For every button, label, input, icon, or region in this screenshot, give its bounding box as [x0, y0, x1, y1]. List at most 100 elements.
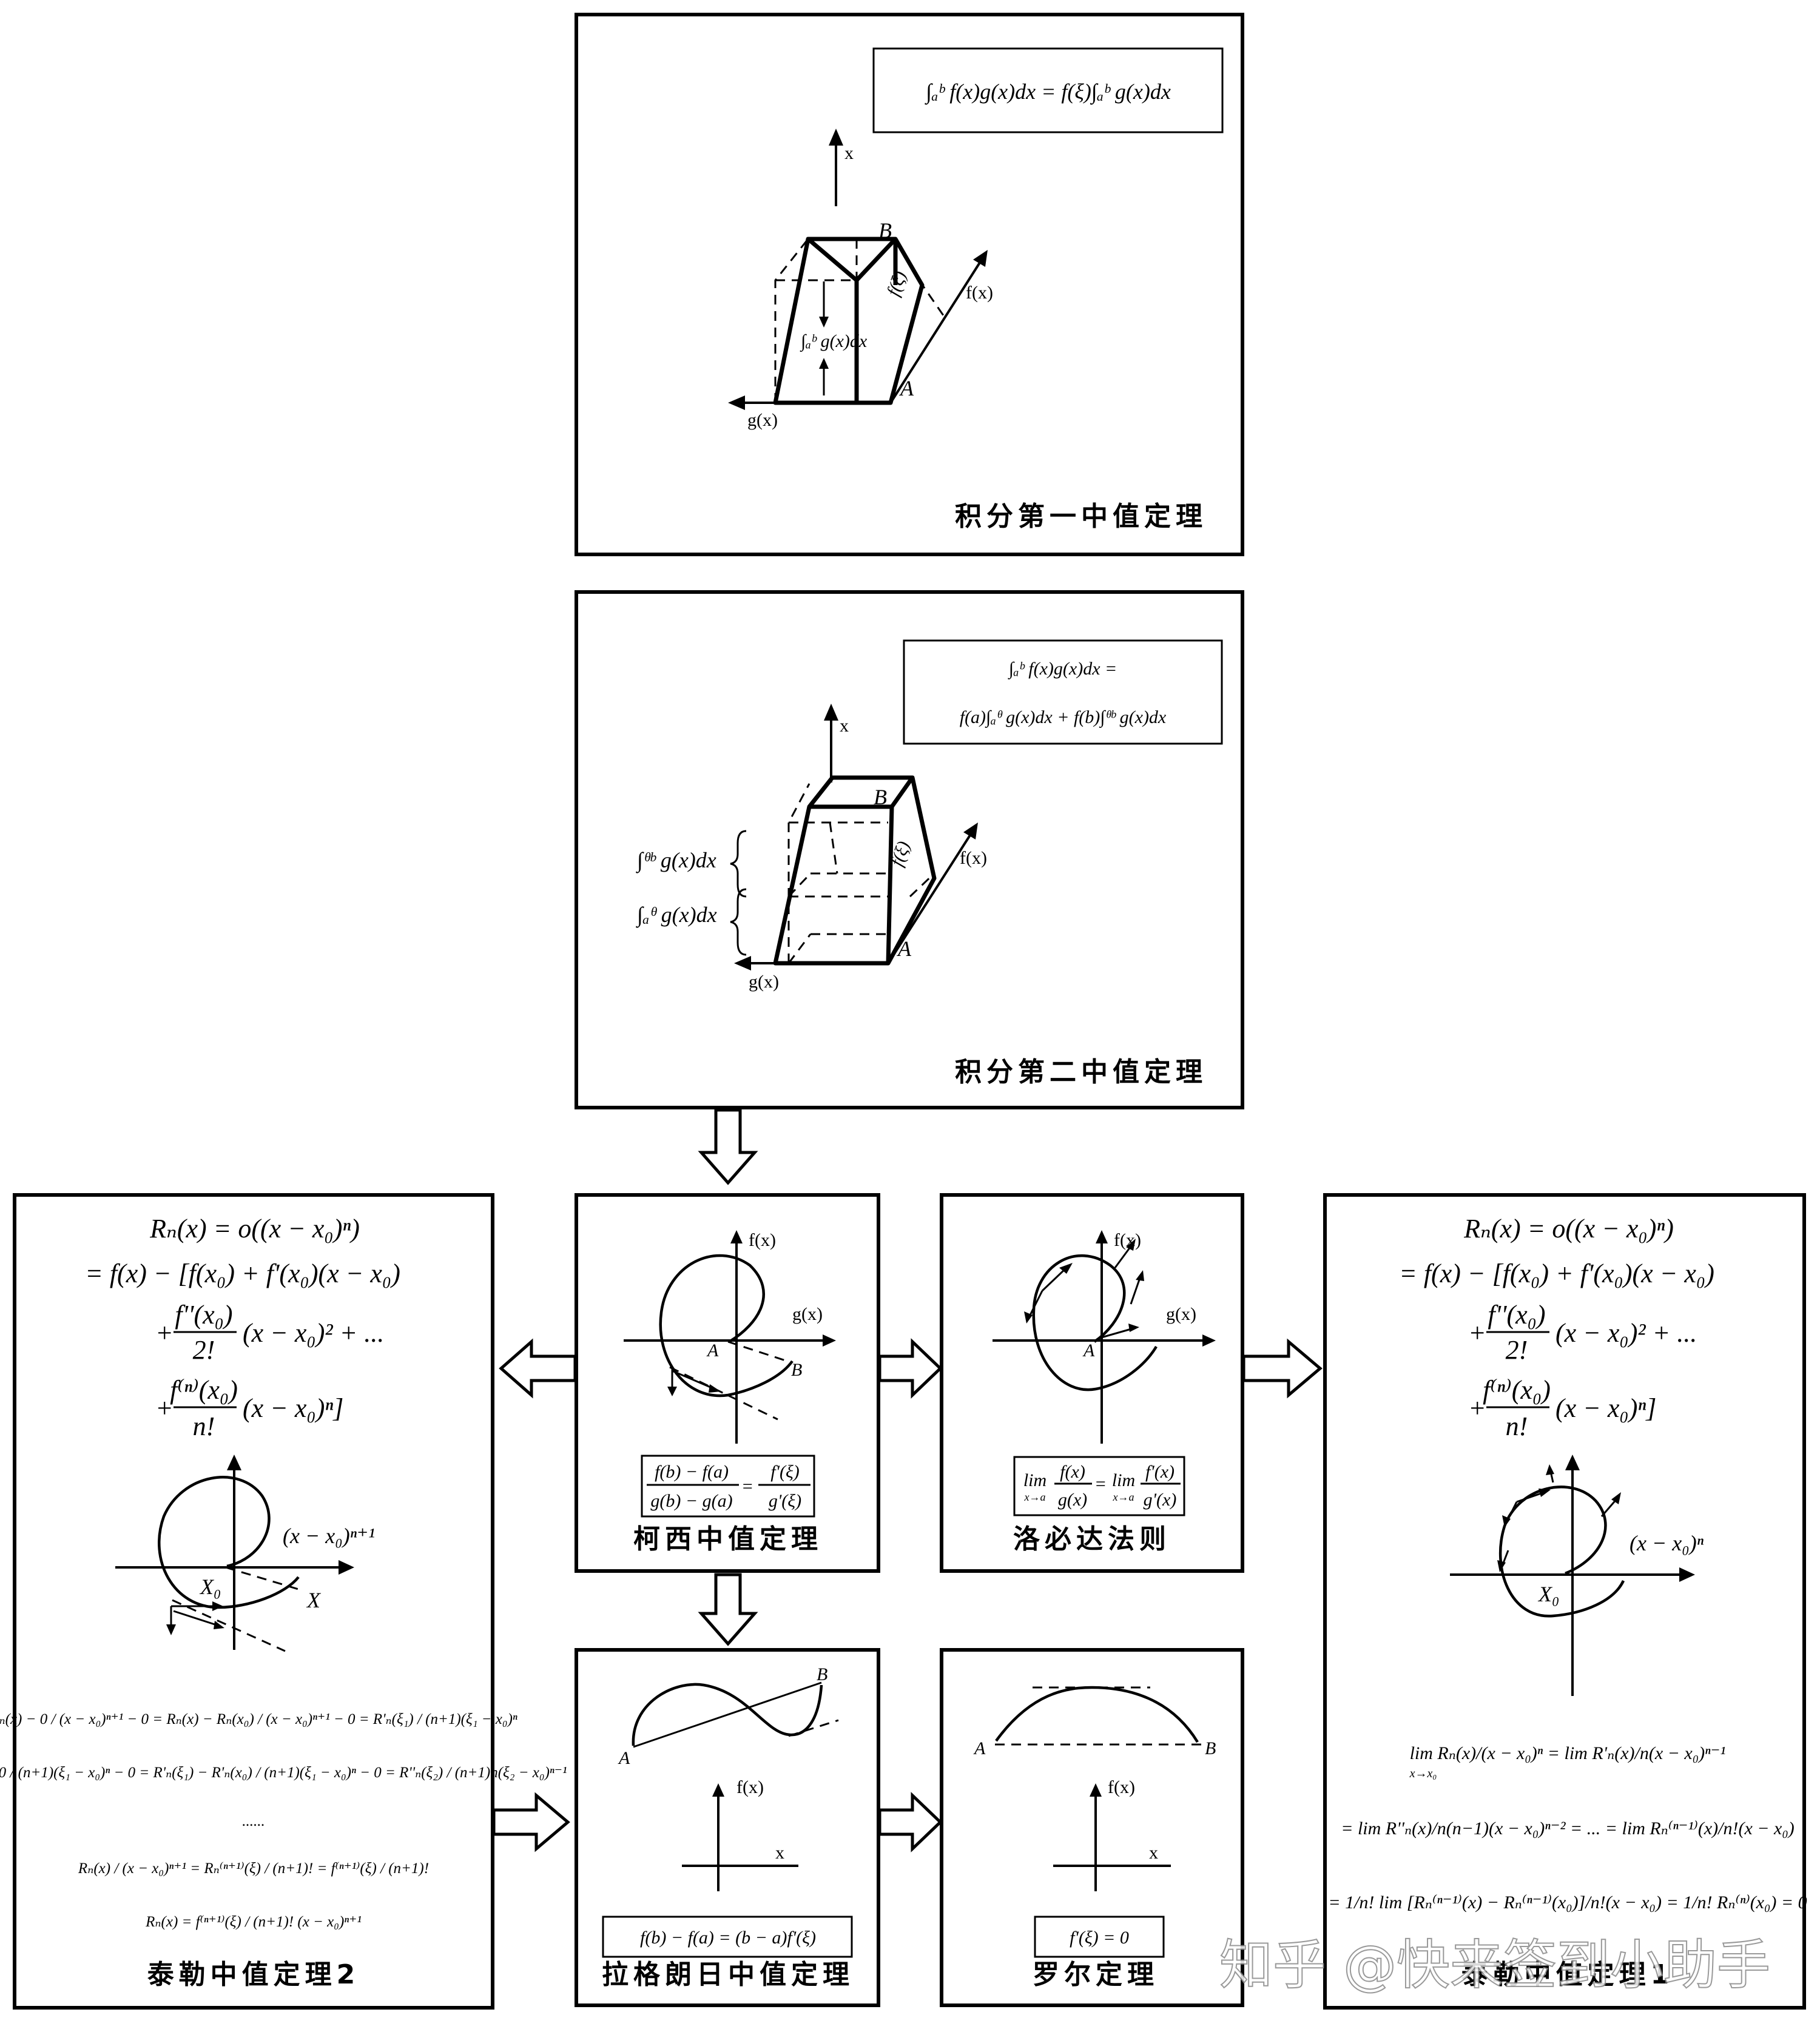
formula-line1: ∫ₐᵇ f(x)g(x)dx =	[1008, 659, 1117, 680]
den-1: g(x)	[1058, 1490, 1087, 1510]
frac2-den: n!	[1506, 1411, 1528, 1441]
formula-box	[1013, 1456, 1185, 1516]
panel-taylor-1: Rₙ(x) = o((x − x₀)ⁿ) = f(x) − [f(x₀) + f…	[1323, 1193, 1807, 2010]
arrow-right-to-lhopital	[878, 1338, 943, 1399]
formula-right-den: g'(ξ)	[769, 1491, 801, 1511]
svg-text:+: +	[155, 1318, 174, 1348]
formula-box	[903, 639, 1223, 745]
axis-g-label: g(x)	[792, 1304, 823, 1324]
title-integral2: 积分第二中值定理	[955, 1057, 1207, 1088]
num-1: f(x)	[1060, 1462, 1085, 1482]
rem-line-3: (x − x₀)² + ...	[1555, 1318, 1697, 1348]
rem-line-1: Rₙ(x) = o((x − x₀)ⁿ)	[1463, 1214, 1674, 1243]
flow-arrows	[492, 1108, 1323, 1852]
lim-2: lim	[1112, 1470, 1135, 1490]
arrow-down-to-lagrange	[698, 1573, 758, 1646]
rem-line-4: (x − x₀)ⁿ]	[243, 1393, 343, 1423]
rem-line-3: (x − x₀)² + ...	[243, 1318, 384, 1348]
rem-line-2: = f(x) − [f(x₀) + f'(x₀)(x − x₀)	[1399, 1259, 1714, 1288]
brace-top-integral: ∫ᶿᵇ g(x)dx	[636, 848, 716, 873]
title-cauchy: 柯西中值定理	[633, 1524, 823, 1555]
title-lhopital: 洛必达法则	[1013, 1524, 1171, 1555]
lim-sub-1: x→a	[1024, 1491, 1046, 1503]
label-X: X	[306, 1588, 322, 1612]
panel-integral-first-mean-value: ∫ₐᵇ f(x)g(x)dx = f(ξ)∫ₐᵇ g(x)dx x g(x) f…	[575, 13, 1244, 556]
curve-label: (x − x₀)ⁿ	[1630, 1531, 1704, 1555]
label-A: A	[706, 1341, 719, 1361]
lim-sub-2: x→a	[1113, 1491, 1134, 1503]
axis-f-label: f(x)	[736, 1777, 764, 1797]
curve-label: (x − x₀)ⁿ⁺¹	[283, 1524, 375, 1548]
panel-cauchy-mean-value: f(x) g(x) A B f(b) − f(a) g(b) − g(a) = …	[575, 1193, 880, 1573]
brace-top	[730, 830, 747, 898]
rem-line-1: Rₙ(x) = o((x − x₀)ⁿ)	[149, 1214, 360, 1243]
label-A: A	[897, 937, 912, 961]
panel-lhopital: f(x) g(x) A lim x→a f(x) g(x) = lim x→a …	[940, 1193, 1244, 1573]
frac1-num: f''(x₀)	[1488, 1300, 1545, 1330]
formula-integral1: ∫ₐᵇ f(x)g(x)dx = f(ξ)∫ₐᵇ g(x)dx	[925, 79, 1171, 105]
chain-1: Rₙ(x) − 0 / (x − x₀)ⁿ⁺¹ − 0 = Rₙ(x) − Rₙ…	[0, 1711, 517, 1728]
brace-bottom-integral: ∫ₐᶿ g(x)dx	[636, 903, 717, 928]
axis-g-label: g(x)	[749, 972, 779, 992]
frac2-num: f⁽ⁿ⁾(x₀)	[1483, 1375, 1551, 1405]
formula-left-den: g(b) − g(a)	[650, 1491, 732, 1511]
axis-f-label: f(x)	[1108, 1777, 1135, 1797]
den-2: g'(x)	[1144, 1490, 1177, 1510]
frac1-num: f''(x₀)	[175, 1300, 232, 1330]
formula-left-num: f(b) − f(a)	[655, 1462, 729, 1482]
axis-x-label: x	[775, 1843, 784, 1863]
chain-3: ......	[242, 1813, 265, 1829]
label-B: B	[1205, 1738, 1216, 1758]
label-B: B	[874, 785, 887, 809]
frac1-den: 2!	[1506, 1335, 1528, 1365]
title-lagrange: 拉格朗日中值定理	[602, 1959, 854, 1990]
axis-g-label: g(x)	[747, 410, 778, 430]
inner-integral: ∫ₐᵇ g(x)dx	[800, 331, 868, 352]
chain-2: = lim R''ₙ(x)/n(n−1)(x − x₀)ⁿ⁻² = ... = …	[1341, 1818, 1795, 1839]
axis-f-label: f(x)	[749, 1230, 776, 1250]
arrow-down-to-cauchy	[698, 1108, 758, 1185]
chain-2: R'ₙ(ξ₁) − 0 / (n+1)(ξ₁ − x₀)ⁿ − 0 = R'ₙ(…	[0, 1765, 567, 1781]
arrow-left-to-taylor2	[499, 1338, 577, 1399]
formula-lagrange: f(b) − f(a) = (b − a)f'(ξ)	[640, 1928, 816, 1948]
brace-bottom	[730, 888, 747, 956]
label-B: B	[878, 218, 892, 243]
lim-1: lim	[1023, 1470, 1046, 1490]
svg-text:=: =	[741, 1476, 753, 1496]
formula-line2: f(a)∫ₐᶿ g(x)dx + f(b)∫ᶿᵇ g(x)dx	[960, 707, 1167, 728]
label-A: A	[618, 1748, 630, 1768]
title-rolle: 罗尔定理	[1033, 1959, 1159, 1990]
frac1-den: 2!	[193, 1335, 215, 1365]
axis-f-label: f(x)	[966, 283, 993, 303]
title-integral1: 积分第一中值定理	[955, 501, 1207, 532]
arrow-right-to-lagrange	[492, 1792, 570, 1852]
panel-taylor-2: Rₙ(x) = o((x − x₀)ⁿ) = f(x) − [f(x₀) + f…	[0, 1193, 567, 2010]
label-X0: X₀	[199, 1575, 221, 1599]
panel-rolle: A B f(x) x f'(ξ) = 0 罗尔定理	[940, 1648, 1244, 2007]
label-A: A	[1082, 1341, 1095, 1361]
rem-line-2: = f(x) − [f(x₀) + f'(x₀)(x − x₀)	[85, 1259, 400, 1288]
frac2-den: n!	[193, 1411, 215, 1441]
formula-right-num: f'(ξ)	[770, 1462, 800, 1482]
label-A: A	[899, 376, 914, 400]
axis-x-label: x	[844, 143, 854, 163]
formula-rolle: f'(ξ) = 0	[1070, 1928, 1129, 1948]
title-taylor2: 泰勒中值定理2	[147, 1959, 360, 1990]
formula-box	[1034, 1916, 1165, 1958]
axis-g-label: g(x)	[1166, 1304, 1196, 1324]
rem-line-4: (x − x₀)ⁿ]	[1555, 1393, 1656, 1423]
formula-box	[602, 1916, 853, 1958]
label-B: B	[817, 1664, 827, 1684]
label-B: B	[791, 1360, 802, 1380]
chain-3: = 1/n! lim [Rₙ⁽ⁿ⁻¹⁾(x) − Rₙ⁽ⁿ⁻¹⁾(x₀)]/n!…	[1328, 1892, 1807, 1913]
svg-text:+: +	[1468, 1318, 1486, 1348]
label-X0: X₀	[1537, 1582, 1560, 1606]
frac2-num: f⁽ⁿ⁾(x₀)	[170, 1375, 238, 1405]
arrow-right-to-taylor1	[1242, 1338, 1323, 1399]
chain-5: Rₙ(x) = f⁽ⁿ⁺¹⁾(ξ) / (n+1)! (x − x₀)ⁿ⁺¹	[145, 1914, 362, 1930]
arrow-right-to-rolle	[878, 1792, 943, 1852]
label-A: A	[973, 1738, 986, 1758]
panel-lagrange: A B f(x) x f(b) − f(a) = (b − a)f'(ξ) 拉格…	[575, 1648, 880, 2007]
svg-text:+: +	[1468, 1393, 1486, 1423]
